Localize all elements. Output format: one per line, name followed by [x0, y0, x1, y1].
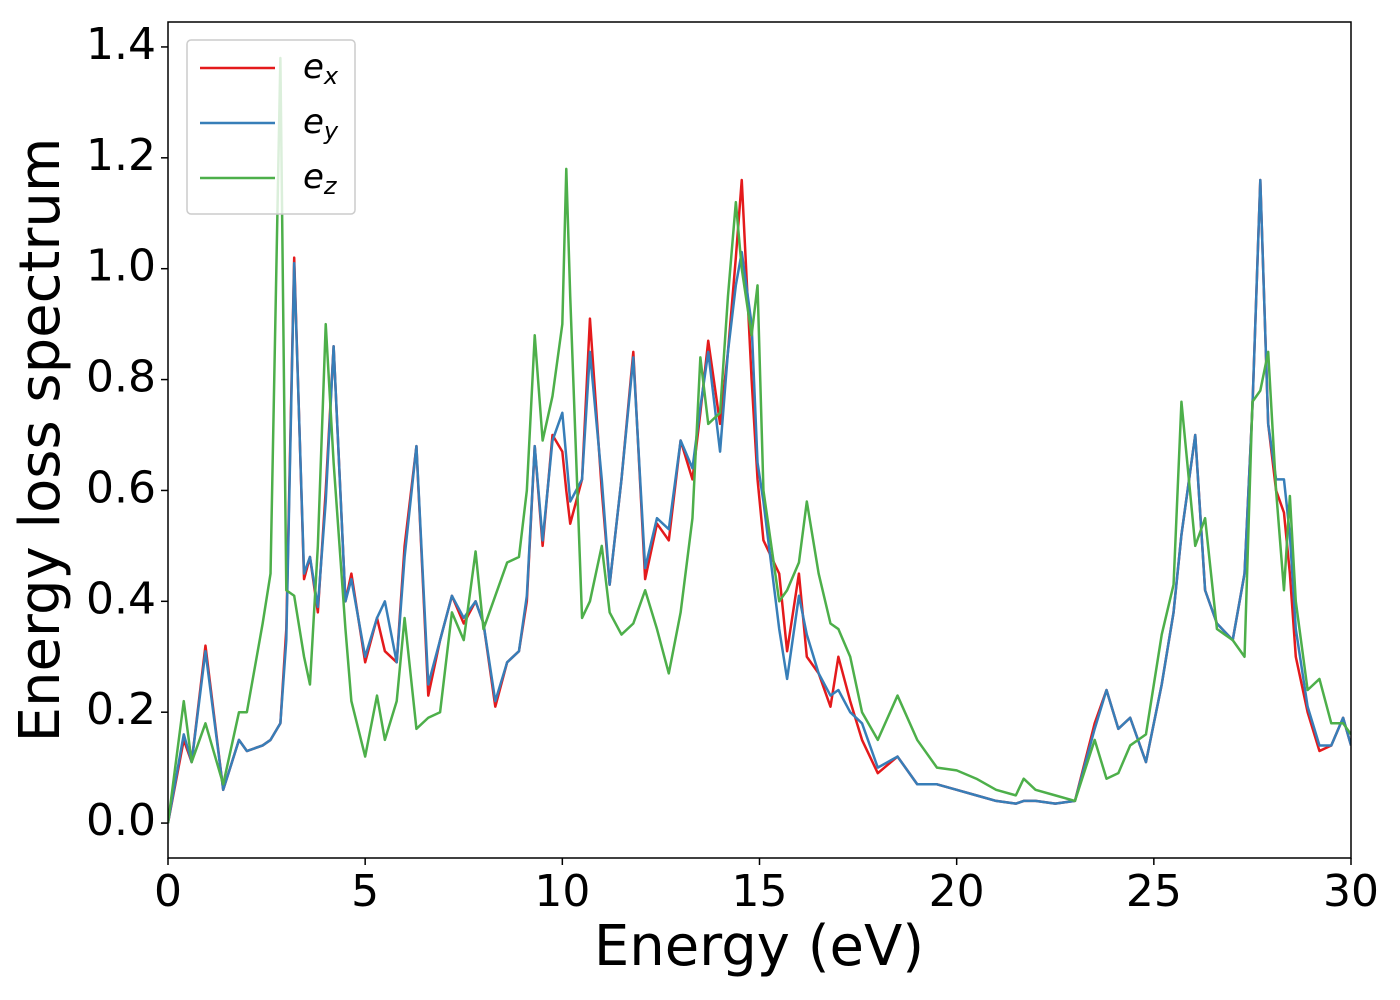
y-tick-label: 1.2	[86, 130, 156, 181]
series-line	[168, 178, 1351, 824]
plot-area	[168, 56, 1351, 824]
x-axis-title: Energy (eV)	[594, 914, 924, 979]
y-tick-label: 0.8	[86, 352, 156, 403]
y-tick-label: 1.0	[86, 241, 156, 292]
x-tick-label: 30	[1323, 866, 1379, 917]
legend-label: ey	[303, 102, 339, 146]
y-axis-title: Energy loss spectrum	[8, 138, 73, 743]
x-tick-label: 10	[534, 866, 590, 917]
y-tick-label: 0.6	[86, 462, 156, 513]
y-tick-label: 0.0	[86, 795, 156, 846]
x-tick-label: 0	[154, 866, 182, 917]
x-tick-label: 15	[732, 866, 788, 917]
y-tick-label: 1.4	[86, 19, 156, 70]
legend-box	[186, 39, 356, 215]
y-tick-label: 0.2	[86, 684, 156, 735]
series-line	[168, 56, 1351, 824]
x-tick-label: 20	[929, 866, 985, 917]
y-tick-label: 0.4	[86, 573, 156, 624]
legend-label: ez	[303, 157, 338, 201]
x-tick-label: 5	[351, 866, 379, 917]
legend-label: ex	[303, 47, 339, 91]
x-tick-label: 25	[1126, 866, 1182, 917]
